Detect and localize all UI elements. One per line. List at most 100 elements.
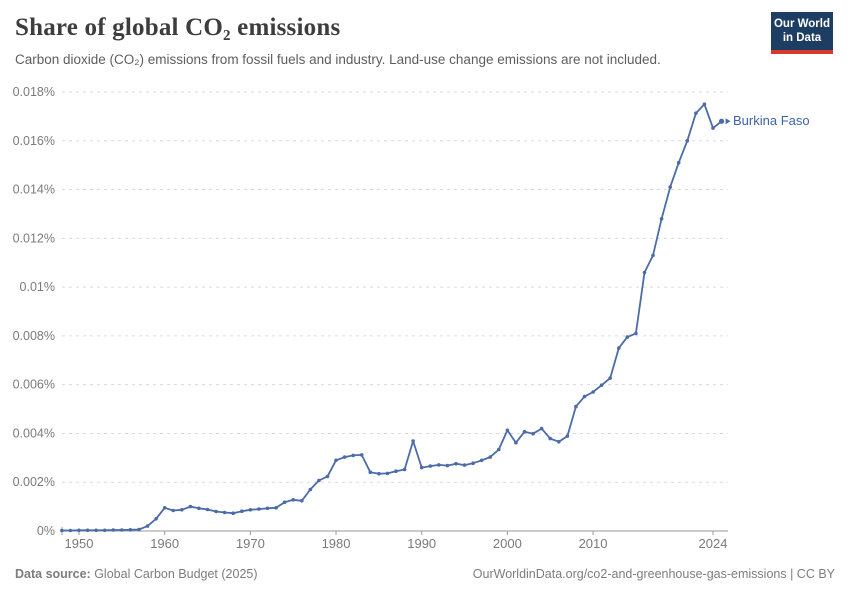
data-point[interactable] (497, 447, 501, 452)
data-point[interactable] (188, 504, 193, 509)
data-point[interactable] (120, 528, 124, 532)
data-point[interactable] (548, 436, 552, 441)
data-point[interactable] (454, 461, 458, 466)
data-point[interactable] (522, 429, 527, 434)
data-point[interactable] (642, 270, 647, 275)
data-point[interactable] (514, 440, 518, 445)
data-point[interactable] (162, 506, 167, 510)
data-point[interactable] (334, 458, 338, 463)
data-point[interactable] (291, 498, 296, 502)
data-point[interactable] (531, 431, 535, 436)
data-point[interactable] (111, 528, 116, 532)
data-point[interactable] (325, 474, 330, 479)
data-point[interactable] (659, 217, 664, 221)
data-point[interactable] (634, 331, 638, 336)
data-point[interactable] (102, 528, 107, 533)
data-point[interactable] (77, 528, 81, 533)
data-point[interactable] (231, 511, 235, 515)
data-point[interactable] (257, 507, 261, 511)
data-point[interactable] (359, 453, 364, 457)
data-point[interactable] (617, 346, 621, 350)
data-point[interactable] (676, 160, 681, 165)
y-axis-labels: 0% 0.002% 0.004% 0.006% 0.008% 0.01% 0.012% 0.0… (13, 85, 55, 538)
data-point[interactable] (214, 509, 218, 514)
data-point[interactable] (479, 458, 484, 463)
data-point[interactable] (419, 465, 424, 470)
x-axis (61, 527, 728, 535)
x-tick-label: 1980 (322, 536, 351, 551)
gridlines (62, 91, 728, 483)
data-point[interactable] (471, 461, 475, 466)
data-point[interactable] (368, 470, 373, 475)
data-point[interactable] (154, 517, 158, 521)
data-point[interactable] (402, 467, 407, 472)
data-point-last[interactable] (718, 118, 725, 124)
label-arrow-icon (725, 118, 731, 125)
data-line[interactable] (61, 103, 723, 532)
data-point[interactable] (377, 471, 381, 476)
y-tick-label: 0.006% (13, 378, 55, 392)
data-point[interactable] (539, 426, 544, 431)
data-point[interactable] (197, 506, 201, 511)
entity-label[interactable]: Burkina Faso (733, 113, 810, 128)
data-point[interactable] (222, 510, 227, 515)
data-point[interactable] (711, 126, 715, 130)
owid-logo[interactable]: Our World in Data (771, 12, 833, 54)
data-point[interactable] (651, 253, 655, 258)
owid-logo-line1: Our World (773, 18, 830, 30)
data-point[interactable] (60, 528, 64, 533)
data-line-series[interactable] (60, 102, 731, 533)
owid-logo-line2: in Data (782, 32, 822, 45)
data-point[interactable] (574, 404, 578, 409)
data-point[interactable] (565, 434, 570, 438)
data-point[interactable] (411, 439, 415, 443)
data-point[interactable] (351, 453, 356, 458)
data-point[interactable] (385, 471, 390, 476)
data-point[interactable] (180, 508, 184, 512)
data-point[interactable] (137, 527, 141, 532)
x-tick-label: 1970 (236, 536, 265, 551)
data-point[interactable] (488, 455, 493, 459)
data-point[interactable] (317, 478, 321, 483)
data-point[interactable] (608, 376, 612, 380)
data-point[interactable] (437, 463, 441, 467)
data-point[interactable] (694, 111, 698, 115)
data-point[interactable] (85, 528, 90, 533)
data-point[interactable] (505, 428, 510, 433)
data-point[interactable] (394, 469, 398, 474)
data-point[interactable] (599, 383, 604, 388)
data-point[interactable] (702, 102, 707, 106)
y-tick-label: 0.016% (13, 134, 55, 148)
data-point[interactable] (462, 463, 467, 467)
page-title: Share of global CO₂ emissions (15, 14, 341, 41)
data-point[interactable] (282, 500, 287, 505)
footer-link[interactable]: OurWorldinData.org/co2-and-greenhouse-ga… (472, 567, 835, 581)
data-point[interactable] (274, 506, 278, 510)
data-point[interactable] (94, 528, 98, 533)
data-point[interactable] (582, 394, 587, 399)
data-point[interactable] (625, 335, 630, 339)
data-point[interactable] (171, 508, 175, 513)
footer-source: Data source: Global Carbon Budget (2025) (15, 567, 258, 581)
data-point[interactable] (428, 464, 433, 468)
data-point[interactable] (445, 463, 450, 468)
data-point[interactable] (668, 185, 672, 189)
data-point[interactable] (342, 455, 347, 459)
data-point[interactable] (300, 499, 304, 503)
data-point[interactable] (248, 508, 253, 512)
data-point[interactable] (240, 509, 244, 513)
data-point[interactable] (205, 507, 210, 512)
data-point[interactable] (145, 524, 150, 528)
data-point[interactable] (128, 528, 133, 532)
x-tick-label: 1960 (150, 536, 179, 551)
data-point[interactable] (265, 506, 270, 511)
data-point[interactable] (685, 139, 690, 143)
data-point[interactable] (68, 528, 73, 533)
footer: Data source: Global Carbon Budget (2025)… (15, 567, 835, 581)
y-tick-label: 0.012% (13, 231, 55, 245)
data-point[interactable] (308, 487, 313, 492)
data-point[interactable] (591, 390, 595, 394)
data-point[interactable] (557, 439, 561, 444)
x-tick-label: 1990 (407, 536, 436, 551)
